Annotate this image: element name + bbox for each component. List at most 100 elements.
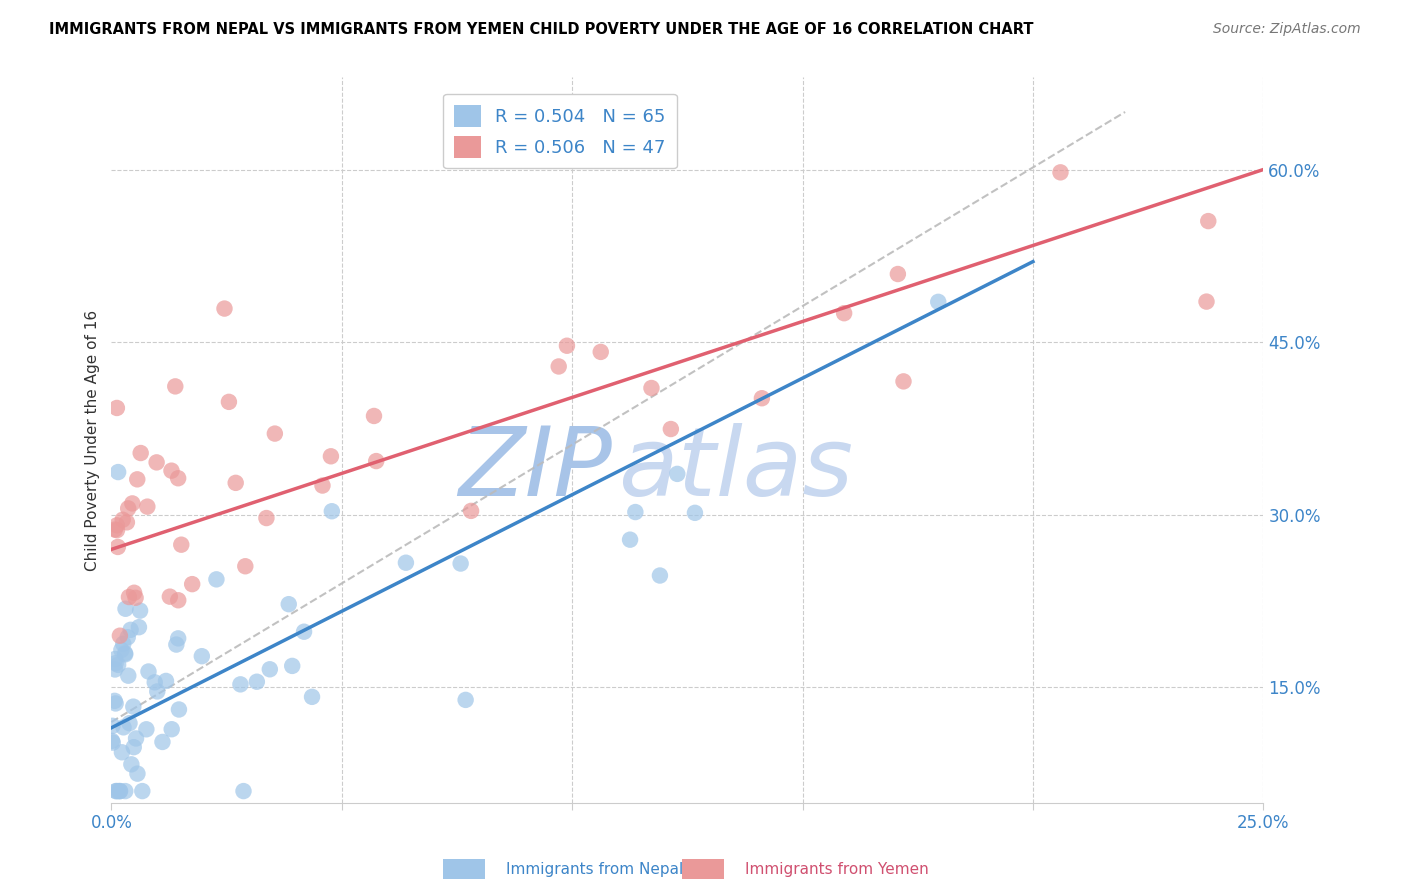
Point <box>167 471 190 485</box>
Point <box>138 665 160 679</box>
Point <box>101 734 124 748</box>
Point <box>1049 165 1071 179</box>
Point <box>321 504 343 518</box>
Point <box>122 740 145 755</box>
Point <box>128 620 150 634</box>
Point <box>101 736 124 750</box>
Point <box>111 513 134 527</box>
Point <box>114 784 136 798</box>
Legend: R = 0.504   N = 65, R = 0.506   N = 47: R = 0.504 N = 65, R = 0.506 N = 47 <box>443 94 676 169</box>
Point <box>104 663 127 677</box>
Point <box>108 629 131 643</box>
Point <box>319 450 342 464</box>
Point <box>263 426 285 441</box>
Point <box>233 559 256 574</box>
Point <box>659 422 682 436</box>
Point <box>225 475 247 490</box>
Point <box>104 697 127 711</box>
Point <box>277 597 299 611</box>
Point <box>115 516 138 530</box>
Point <box>366 454 388 468</box>
Point <box>893 375 915 389</box>
Point <box>108 784 131 798</box>
Point <box>155 673 177 688</box>
Point <box>363 409 385 423</box>
Point <box>117 501 139 516</box>
Point <box>112 720 135 734</box>
Point <box>165 379 187 393</box>
Point <box>170 538 193 552</box>
Point <box>214 301 236 316</box>
Point <box>114 648 136 662</box>
Point <box>118 590 141 604</box>
Point <box>120 757 142 772</box>
Point <box>395 556 418 570</box>
Point <box>110 643 132 657</box>
Point <box>107 784 129 798</box>
Point <box>111 745 134 759</box>
Point <box>160 723 183 737</box>
Point <box>125 731 148 746</box>
Point <box>101 719 124 733</box>
Text: Immigrants from Yemen: Immigrants from Yemen <box>745 863 929 877</box>
Point <box>104 656 127 670</box>
Point <box>129 604 152 618</box>
Point <box>105 784 128 798</box>
Point <box>114 601 136 615</box>
Point <box>107 465 129 479</box>
Point <box>121 496 143 510</box>
Point <box>648 568 671 582</box>
Point <box>624 505 647 519</box>
Point <box>259 662 281 676</box>
Point <box>301 690 323 704</box>
Point <box>454 693 477 707</box>
Point <box>1195 294 1218 309</box>
Point <box>927 294 949 309</box>
Point <box>666 467 689 481</box>
Point <box>181 577 204 591</box>
Text: atlas: atlas <box>619 423 853 516</box>
Point <box>114 646 136 660</box>
Point <box>105 518 128 533</box>
Point <box>547 359 569 374</box>
Point <box>167 632 190 646</box>
Point <box>117 669 139 683</box>
Point <box>1197 214 1219 228</box>
Text: ZIP: ZIP <box>458 423 613 516</box>
Text: Source: ZipAtlas.com: Source: ZipAtlas.com <box>1213 22 1361 37</box>
Point <box>136 500 159 514</box>
Point <box>167 702 190 716</box>
Point <box>281 659 304 673</box>
Point <box>127 766 149 780</box>
Point <box>124 591 146 605</box>
Point <box>105 401 128 415</box>
Point <box>107 540 129 554</box>
Point <box>118 716 141 731</box>
Point <box>555 339 578 353</box>
Point <box>108 784 131 798</box>
Point <box>122 586 145 600</box>
Point <box>143 675 166 690</box>
Point <box>460 504 482 518</box>
Point <box>218 395 240 409</box>
Point <box>104 523 127 537</box>
Text: Immigrants from Nepal: Immigrants from Nepal <box>506 863 683 877</box>
Point <box>131 784 153 798</box>
Point <box>122 699 145 714</box>
Point <box>832 306 855 320</box>
Point <box>105 784 128 798</box>
Point <box>160 464 183 478</box>
Point <box>589 345 612 359</box>
Point <box>117 630 139 644</box>
Point <box>135 723 157 737</box>
Point <box>152 735 174 749</box>
Point <box>191 649 214 664</box>
Point <box>751 391 773 405</box>
Point <box>254 511 277 525</box>
Text: IMMIGRANTS FROM NEPAL VS IMMIGRANTS FROM YEMEN CHILD POVERTY UNDER THE AGE OF 16: IMMIGRANTS FROM NEPAL VS IMMIGRANTS FROM… <box>49 22 1033 37</box>
Point <box>292 624 315 639</box>
Point <box>450 557 472 571</box>
Point <box>232 784 254 798</box>
Point <box>311 478 333 492</box>
Point <box>120 623 142 637</box>
